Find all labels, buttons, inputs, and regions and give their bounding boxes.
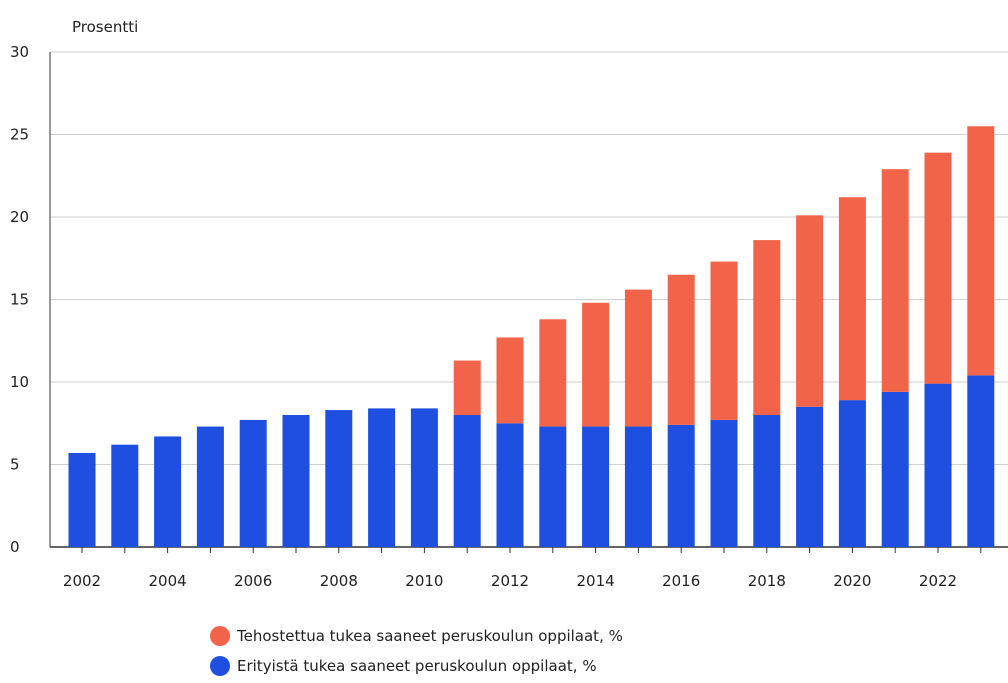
bar-tehostettua-tukea-2022 xyxy=(924,152,952,384)
bar-tehostettua-tukea-2016 xyxy=(667,274,695,425)
legend-label: Tehostettua tukea saaneet peruskoulun op… xyxy=(236,627,623,645)
bar-erityista-tukea-2021 xyxy=(881,391,909,547)
y-tick-label: 20 xyxy=(10,208,29,226)
x-tick-label: 2006 xyxy=(234,572,272,590)
bar-erityista-tukea-2022 xyxy=(924,383,952,547)
bar-tehostettua-tukea-2013 xyxy=(539,319,567,427)
bar-tehostettua-tukea-2011 xyxy=(453,360,481,415)
bar-erityista-tukea-2023 xyxy=(967,375,995,547)
bar-erityista-tukea-2019 xyxy=(796,406,824,547)
bar-erityista-tukea-2002 xyxy=(68,452,96,547)
bar-erityista-tukea-2003 xyxy=(111,444,139,547)
bar-erityista-tukea-2012 xyxy=(496,423,524,547)
legend-marker xyxy=(210,626,230,646)
x-tick-label: 2004 xyxy=(149,572,187,590)
x-tick-label: 2020 xyxy=(833,572,871,590)
x-tick-label: 2016 xyxy=(662,572,700,590)
bars-layer xyxy=(68,126,995,547)
bar-erityista-tukea-2005 xyxy=(196,426,224,547)
bar-erityista-tukea-2007 xyxy=(282,415,310,547)
y-tick-label: 10 xyxy=(10,373,29,391)
legend-label: Erityistä tukea saaneet peruskoulun oppi… xyxy=(237,657,597,675)
bar-tehostettua-tukea-2017 xyxy=(710,261,738,420)
bar-erityista-tukea-2014 xyxy=(582,426,610,547)
bar-erityista-tukea-2004 xyxy=(154,436,182,547)
bar-tehostettua-tukea-2021 xyxy=(881,169,909,392)
y-tick-label: 30 xyxy=(10,43,29,61)
y-axis-title: Prosentti xyxy=(72,18,138,36)
bar-tehostettua-tukea-2019 xyxy=(796,215,824,407)
bar-erityista-tukea-2011 xyxy=(453,415,481,547)
bar-erityista-tukea-2013 xyxy=(539,426,567,547)
bar-erityista-tukea-2016 xyxy=(667,424,695,547)
x-tick-label: 2022 xyxy=(919,572,957,590)
x-tick-label: 2008 xyxy=(320,572,358,590)
bar-erityista-tukea-2017 xyxy=(710,419,738,547)
bar-erityista-tukea-2006 xyxy=(239,419,267,547)
x-tick-label: 2002 xyxy=(63,572,101,590)
axis-layer: 0 5 10 15 20 25 30 2002 2004 2006 2008 2010 2012 2014… xyxy=(10,43,982,590)
legend-marker xyxy=(210,656,230,676)
legend: Tehostettua tukea saaneet peruskoulun op… xyxy=(210,626,623,676)
bar-tehostettua-tukea-2020 xyxy=(838,197,866,401)
y-tick-label: 5 xyxy=(10,456,20,474)
bar-erityista-tukea-2009 xyxy=(368,408,396,547)
bar-tehostettua-tukea-2023 xyxy=(967,126,995,376)
bar-tehostettua-tukea-2014 xyxy=(582,302,610,427)
x-tick-label: 2018 xyxy=(748,572,786,590)
bar-tehostettua-tukea-2018 xyxy=(753,240,781,415)
y-tick-label: 0 xyxy=(10,538,20,556)
y-tick-label: 25 xyxy=(10,126,29,144)
x-tick-label: 2010 xyxy=(405,572,443,590)
bar-erityista-tukea-2008 xyxy=(325,410,353,547)
y-tick-label: 15 xyxy=(10,291,29,309)
x-tick-label: 2014 xyxy=(577,572,615,590)
bar-tehostettua-tukea-2015 xyxy=(624,289,652,427)
bar-erityista-tukea-2015 xyxy=(624,426,652,547)
bar-tehostettua-tukea-2012 xyxy=(496,337,524,424)
bar-erityista-tukea-2010 xyxy=(410,408,438,547)
x-tick-label: 2012 xyxy=(491,572,529,590)
bar-erityista-tukea-2018 xyxy=(753,415,781,547)
bar-erityista-tukea-2020 xyxy=(838,400,866,547)
